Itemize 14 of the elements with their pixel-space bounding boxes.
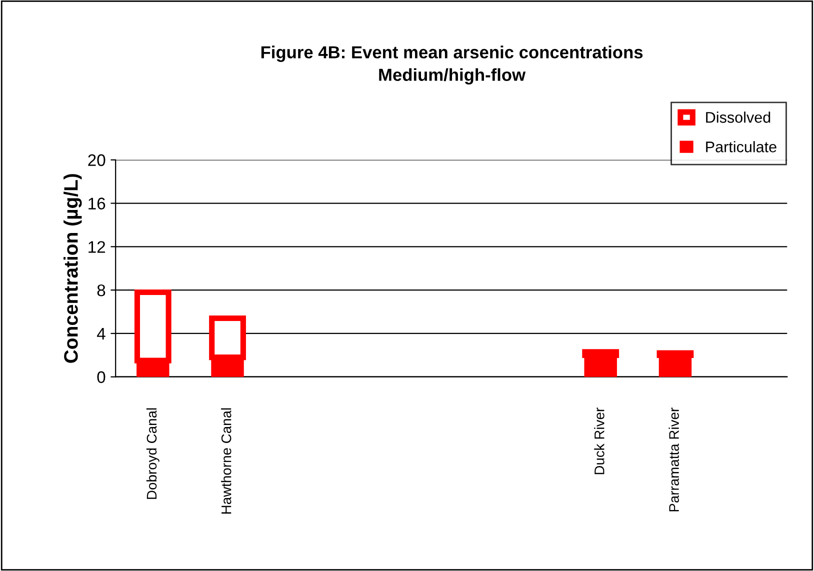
x-tick-label: Hawthorne Canal (221, 408, 232, 514)
y-tick-label: 16 (88, 198, 106, 210)
x-tick-label: Dobroyd Canal (146, 408, 160, 499)
legend-label: Particulate (706, 141, 776, 152)
x-tick-label: Duck River (594, 408, 604, 474)
chart-title: Figure 4B: Event mean arsenic concentrations Medium/high-flow (261, 46, 643, 84)
x-tick-label: Parramatta River (668, 408, 679, 512)
legend-label: Dissolved (706, 112, 770, 123)
y-axis-title: Concentration (µg/L) (64, 174, 82, 363)
y-tick-label: 8 (97, 284, 106, 296)
y-tick-label: 4 (96, 328, 106, 340)
y-tick-label: 12 (88, 241, 106, 253)
y-tick-label: 0 (97, 371, 106, 384)
y-tick-label: 20 (88, 154, 106, 166)
